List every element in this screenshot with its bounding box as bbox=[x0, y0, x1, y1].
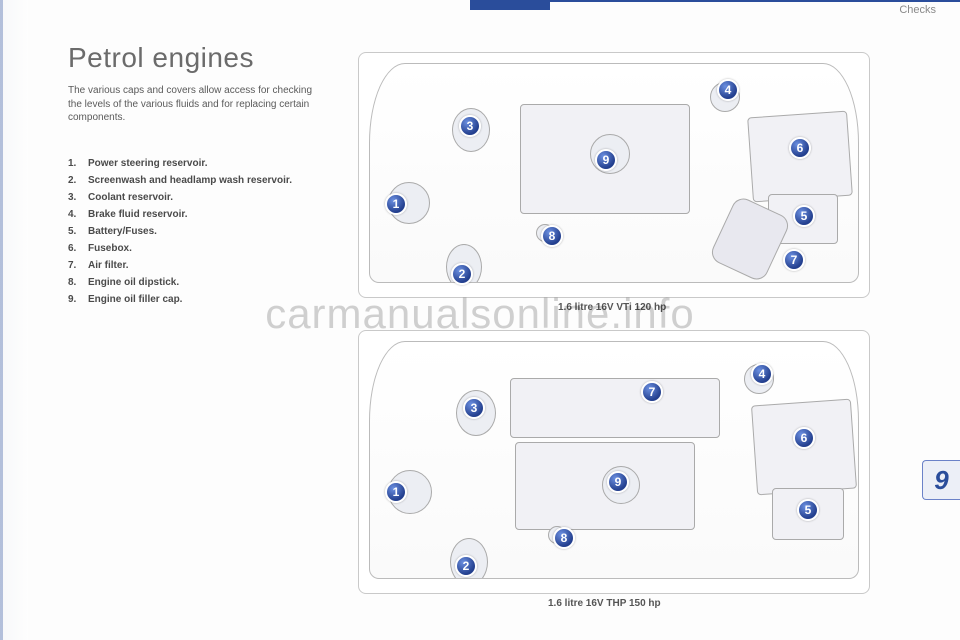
callout-marker-8: 8 bbox=[541, 225, 563, 247]
legend-text: Battery/Fuses. bbox=[88, 223, 157, 240]
callout-marker-7: 7 bbox=[783, 249, 805, 271]
legend-text: Coolant reservoir. bbox=[88, 189, 173, 206]
legend-item: 6.Fusebox. bbox=[68, 240, 328, 257]
callout-marker-5: 5 bbox=[793, 205, 815, 227]
callout-marker-6: 6 bbox=[789, 137, 811, 159]
engine-diagram-top: 1 2 3 4 5 6 7 8 9 bbox=[358, 52, 870, 298]
legend-item: 1.Power steering reservoir. bbox=[68, 155, 328, 172]
legend-text: Screenwash and headlamp wash reservoir. bbox=[88, 172, 292, 189]
chapter-tab: 9 bbox=[922, 460, 960, 500]
engine-bay-outline bbox=[369, 341, 859, 579]
manual-page: Checks Petrol engines The various caps a… bbox=[0, 0, 960, 640]
legend-item: 5.Battery/Fuses. bbox=[68, 223, 328, 240]
callout-marker-4: 4 bbox=[717, 79, 739, 101]
air-filter-housing bbox=[510, 378, 720, 438]
callout-marker-7: 7 bbox=[641, 381, 663, 403]
legend-number: 3. bbox=[68, 189, 88, 206]
component-legend: 1.Power steering reservoir. 2.Screenwash… bbox=[68, 155, 328, 308]
callout-marker-5: 5 bbox=[797, 499, 819, 521]
legend-number: 8. bbox=[68, 274, 88, 291]
callout-marker-2: 2 bbox=[451, 263, 473, 285]
header-accent-bar bbox=[470, 2, 550, 10]
legend-item: 8.Engine oil dipstick. bbox=[68, 274, 328, 291]
legend-number: 4. bbox=[68, 206, 88, 223]
legend-text: Air filter. bbox=[88, 257, 129, 274]
legend-number: 2. bbox=[68, 172, 88, 189]
callout-marker-1: 1 bbox=[385, 193, 407, 215]
callout-marker-8: 8 bbox=[553, 527, 575, 549]
callout-marker-9: 9 bbox=[607, 471, 629, 493]
legend-item: 2.Screenwash and headlamp wash reservoir… bbox=[68, 172, 328, 189]
legend-item: 4.Brake fluid reservoir. bbox=[68, 206, 328, 223]
legend-item: 7.Air filter. bbox=[68, 257, 328, 274]
page-left-edge bbox=[0, 0, 28, 640]
engine-caption-top: 1.6 litre 16V VTi 120 hp bbox=[558, 302, 666, 313]
legend-number: 9. bbox=[68, 291, 88, 308]
legend-number: 5. bbox=[68, 223, 88, 240]
callout-marker-6: 6 bbox=[793, 427, 815, 449]
page-title: Petrol engines bbox=[68, 42, 328, 74]
callout-marker-2: 2 bbox=[455, 555, 477, 577]
engine-caption-bottom: 1.6 litre 16V THP 150 hp bbox=[548, 598, 661, 609]
callout-marker-3: 3 bbox=[459, 115, 481, 137]
legend-number: 6. bbox=[68, 240, 88, 257]
engine-diagram-bottom: 1 2 3 4 5 6 7 8 9 bbox=[358, 330, 870, 594]
legend-text: Engine oil filler cap. bbox=[88, 291, 182, 308]
legend-number: 1. bbox=[68, 155, 88, 172]
callout-marker-4: 4 bbox=[751, 363, 773, 385]
callout-marker-3: 3 bbox=[463, 397, 485, 419]
legend-number: 7. bbox=[68, 257, 88, 274]
legend-item: 9.Engine oil filler cap. bbox=[68, 291, 328, 308]
engine-bay-outline bbox=[369, 63, 859, 283]
legend-text: Brake fluid reservoir. bbox=[88, 206, 188, 223]
legend-text: Fusebox. bbox=[88, 240, 132, 257]
section-label: Checks bbox=[899, 4, 936, 16]
legend-item: 3.Coolant reservoir. bbox=[68, 189, 328, 206]
intro-paragraph: The various caps and covers allow access… bbox=[68, 84, 328, 125]
text-column: Petrol engines The various caps and cove… bbox=[68, 42, 328, 308]
chapter-number: 9 bbox=[934, 465, 948, 496]
legend-text: Engine oil dipstick. bbox=[88, 274, 179, 291]
callout-marker-9: 9 bbox=[595, 149, 617, 171]
legend-text: Power steering reservoir. bbox=[88, 155, 208, 172]
callout-marker-1: 1 bbox=[385, 481, 407, 503]
